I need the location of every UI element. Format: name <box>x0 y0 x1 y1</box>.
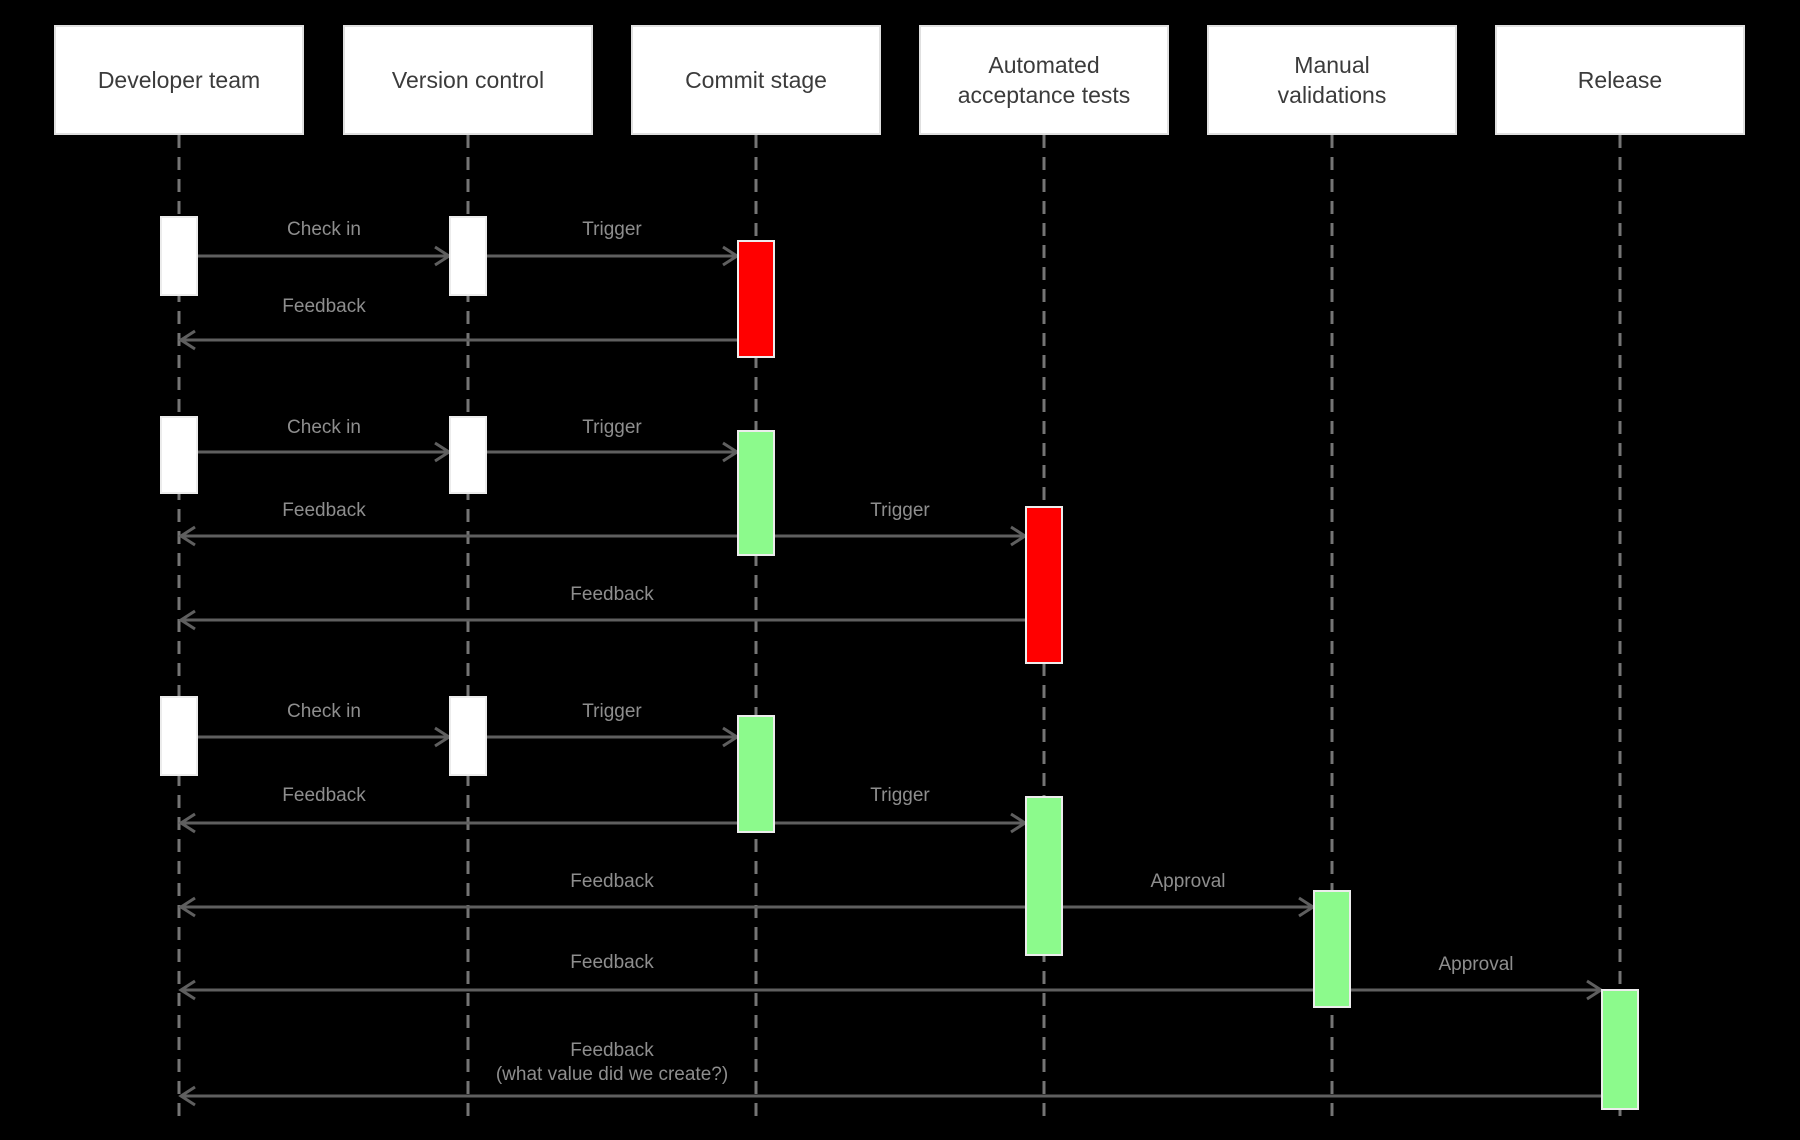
message-label-feedback-4: Feedback <box>282 785 366 806</box>
message-label-approval-1: Approval <box>1150 871 1226 892</box>
activation-bar-acceptance-tests-failed <box>1025 506 1063 664</box>
message-label-approval-2: Approval <box>1438 954 1514 975</box>
activation-bar-version-control-2 <box>449 416 487 494</box>
actor-label: Commit stage <box>685 67 827 93</box>
activation-bar-commit-stage-failed <box>737 240 775 358</box>
activation-bar-release <box>1601 989 1639 1110</box>
message-label-feedback-7: Feedback (what value did we create?) <box>432 1039 792 1087</box>
message-label-check-in-1: Check in <box>287 219 361 240</box>
activation-bar-commit-stage-passed-2 <box>737 715 775 833</box>
message-label-feedback-3: Feedback <box>570 584 654 605</box>
actor-label: Release <box>1577 67 1663 93</box>
actor-box-version-control: Version control <box>343 25 593 135</box>
message-label-line: Feedback <box>570 1040 654 1061</box>
message-label-feedback-5: Feedback <box>570 871 654 892</box>
activation-bar-developer-team-3 <box>160 696 198 776</box>
actor-label: Version control <box>391 67 545 93</box>
actor-label: Manual <box>1294 52 1370 78</box>
activation-bar-developer-team-1 <box>160 216 198 296</box>
activation-bar-acceptance-tests-passed <box>1025 796 1063 956</box>
actor-box-manual-validations: Manual validations <box>1207 25 1457 135</box>
actor-box-developer-team: Developer team <box>54 25 304 135</box>
activation-bar-commit-stage-passed-1 <box>737 430 775 556</box>
message-label-line: (what value did we create?) <box>495 1064 729 1085</box>
message-label-feedback-6: Feedback <box>570 952 654 973</box>
message-label-check-in-2: Check in <box>287 417 361 438</box>
actor-box-automated-acceptance-tests: Automated acceptance tests <box>919 25 1169 135</box>
message-label-trigger-2: Trigger <box>582 417 642 438</box>
message-label-trigger-1: Trigger <box>582 219 642 240</box>
actor-label: validations <box>1277 82 1387 108</box>
actor-label: Developer team <box>97 67 261 93</box>
actor-label: Automated <box>988 52 1100 78</box>
actor-box-commit-stage: Commit stage <box>631 25 881 135</box>
message-label-feedback-1: Feedback <box>282 296 366 317</box>
message-label-check-in-3: Check in <box>287 701 361 722</box>
message-label-trigger-5: Trigger <box>870 785 930 806</box>
activation-bar-version-control-1 <box>449 216 487 296</box>
message-label-feedback-2: Feedback <box>282 500 366 521</box>
actor-label: acceptance tests <box>957 82 1131 108</box>
actor-box-release: Release <box>1495 25 1745 135</box>
message-label-trigger-4: Trigger <box>582 701 642 722</box>
activation-bar-version-control-3 <box>449 696 487 776</box>
activation-bar-manual-validations <box>1313 890 1351 1008</box>
activation-bar-developer-team-2 <box>160 416 198 494</box>
message-label-trigger-3: Trigger <box>870 500 930 521</box>
